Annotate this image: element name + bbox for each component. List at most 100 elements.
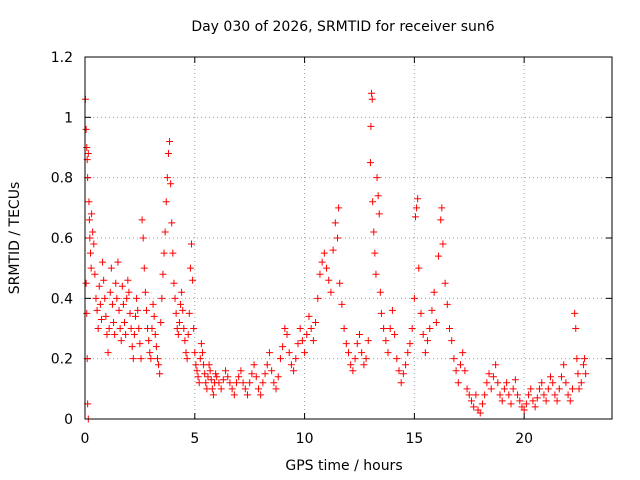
data-point: [178, 288, 186, 296]
data-point: [224, 373, 232, 381]
data-point: [399, 370, 407, 378]
data-point: [450, 355, 458, 363]
data-point: [156, 370, 164, 378]
data-point: [555, 385, 563, 393]
data-point: [487, 385, 495, 393]
data-point: [312, 318, 320, 326]
data-point: [230, 391, 238, 399]
data-point: [108, 300, 116, 308]
data-point: [531, 403, 539, 411]
data-point: [139, 234, 147, 242]
data-points: [81, 89, 590, 423]
data-point: [582, 370, 590, 378]
data-point: [204, 373, 212, 381]
data-point: [467, 397, 475, 405]
data-point: [388, 306, 396, 314]
data-point: [366, 159, 374, 167]
data-point: [470, 403, 478, 411]
data-point: [90, 240, 98, 248]
data-point: [233, 379, 241, 387]
data-point: [560, 361, 568, 369]
data-point: [190, 325, 198, 332]
data-point: [536, 385, 544, 393]
data-point: [167, 180, 175, 188]
x-tick-label: 5: [190, 431, 199, 447]
data-point: [169, 249, 177, 257]
x-tick-label: 0: [81, 431, 90, 447]
data-point: [459, 349, 467, 357]
data-point: [309, 337, 317, 345]
data-point: [492, 361, 500, 369]
data-point: [355, 331, 363, 339]
data-point: [265, 349, 273, 357]
data-point: [402, 361, 410, 369]
data-point: [404, 349, 412, 357]
data-point: [549, 379, 557, 387]
data-point: [351, 355, 359, 363]
data-point: [463, 385, 471, 393]
data-point: [263, 361, 271, 369]
data-point: [179, 306, 187, 314]
data-point: [511, 376, 519, 384]
x-tick-label: 15: [405, 431, 423, 447]
data-point: [298, 337, 306, 345]
data-point: [153, 355, 161, 363]
data-point: [437, 216, 445, 224]
grid-lines: [85, 57, 612, 419]
data-point: [127, 325, 135, 332]
data-point: [568, 385, 576, 393]
data-point: [424, 337, 432, 345]
data-point: [335, 204, 343, 212]
data-point: [456, 361, 464, 369]
data-point: [406, 340, 414, 348]
data-point: [141, 288, 149, 296]
data-point: [336, 279, 344, 287]
data-point: [121, 318, 129, 326]
data-point: [86, 234, 94, 242]
data-point: [572, 325, 580, 332]
data-point: [380, 325, 388, 332]
data-point: [522, 400, 530, 408]
data-point: [140, 264, 148, 272]
data-point: [327, 288, 335, 296]
data-point: [83, 309, 91, 317]
data-point: [374, 192, 382, 200]
data-point: [574, 370, 582, 378]
data-point: [443, 300, 451, 308]
data-point: [116, 325, 124, 332]
data-point: [222, 367, 230, 375]
data-point: [557, 373, 565, 381]
data-point: [426, 325, 434, 332]
data-point: [138, 216, 146, 224]
y-tick-label: 0.2: [51, 352, 73, 368]
data-point: [117, 337, 125, 345]
data-point: [82, 279, 90, 287]
data-point: [94, 325, 102, 332]
data-point: [544, 385, 552, 393]
data-point: [89, 228, 97, 236]
data-point: [134, 306, 142, 314]
data-point: [259, 379, 267, 387]
data-point: [505, 391, 513, 399]
data-point: [183, 355, 191, 363]
data-point: [202, 379, 210, 387]
data-point: [212, 370, 220, 378]
data-point: [137, 355, 145, 363]
data-point: [246, 379, 254, 387]
data-point: [281, 325, 289, 332]
data-point: [386, 325, 394, 332]
data-point: [162, 198, 170, 206]
data-point: [173, 325, 181, 332]
data-point: [353, 340, 361, 348]
data-point: [542, 397, 550, 405]
data-point: [100, 276, 108, 284]
data-point: [113, 294, 121, 302]
data-point: [163, 174, 171, 182]
data-point: [375, 210, 383, 218]
data-point: [345, 349, 352, 357]
data-point: [516, 397, 524, 405]
data-point: [329, 246, 337, 254]
data-point: [465, 391, 473, 399]
y-tick-label: 1: [64, 110, 73, 126]
data-point: [180, 325, 188, 332]
